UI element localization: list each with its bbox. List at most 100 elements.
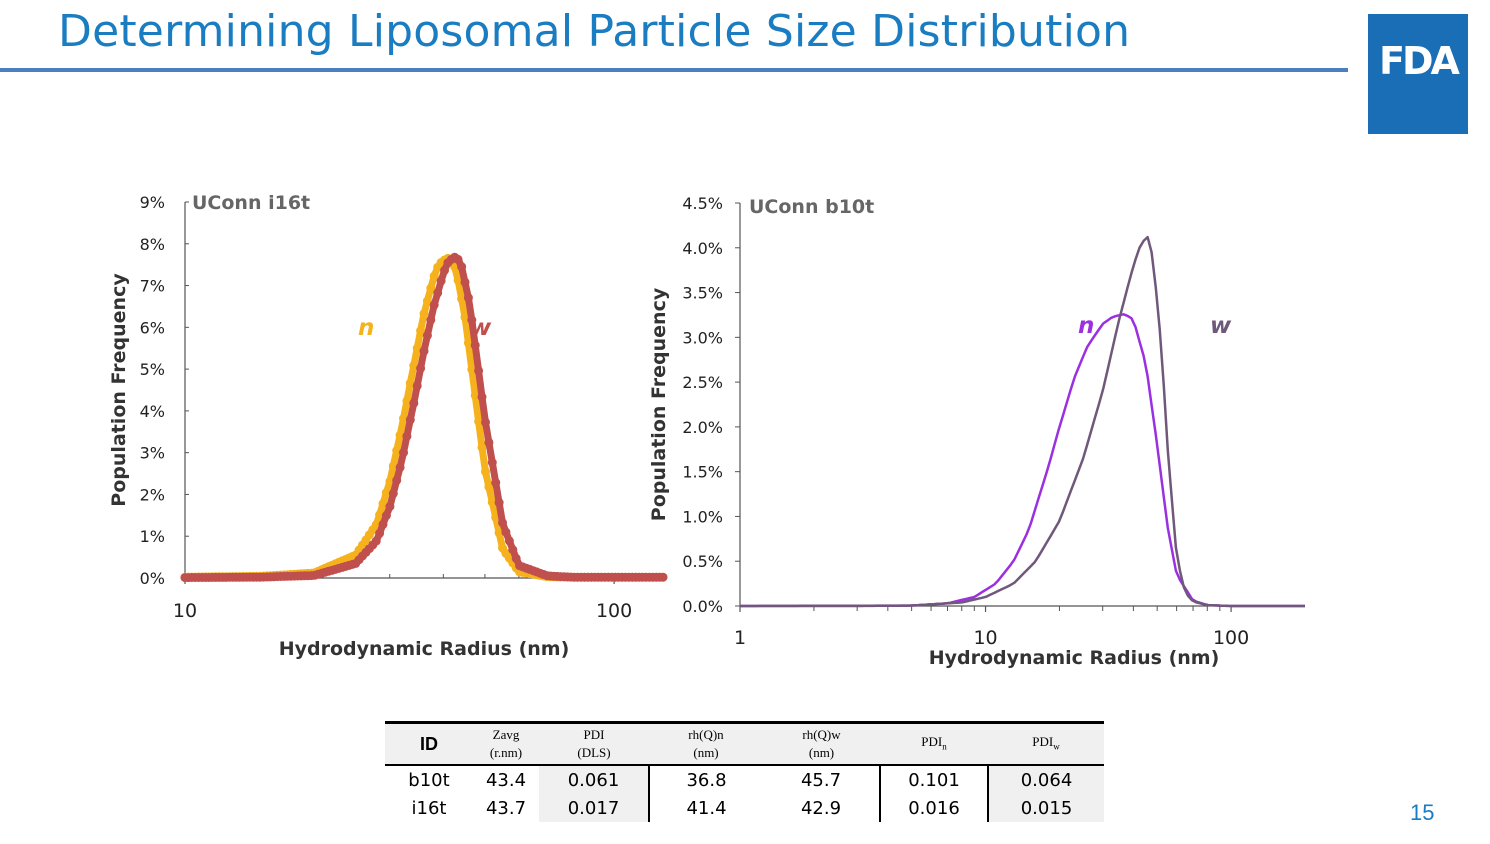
y-tick-label: 4.0% [682,239,723,258]
data-point-w [658,572,668,582]
data-point-n [494,528,504,538]
data-point-n [412,343,422,353]
y-tick-label: 3.0% [682,328,723,347]
y-tick-label: 1.5% [682,463,723,482]
series-w [180,252,668,583]
y-tick-label: 0.5% [682,552,723,571]
chart-i16t: 0% 1% 2% 3% 4% 5% 6% 7% 8% 9% 10 100 UConn i16t n w Hyd… [100,180,680,680]
data-point-w [392,475,402,485]
data-point-w [467,315,477,325]
header-pdi-dls: PDI (DLS) [539,722,649,766]
y-tick-label: 0.0% [682,597,723,616]
data-point-w [395,462,405,472]
y-axis-title: Population Frequency [648,287,670,521]
header-pdiw: PDIw [988,722,1104,766]
cell-rhn: 41.4 [686,797,727,819]
data-point-n [395,430,405,440]
data-point-n [426,283,436,293]
data-point-n [457,294,467,304]
series-label-n: n [1078,313,1094,339]
chart-b10t-svg: 0.0% 0.5% 1.0% 1.5% 2.0% 2.5% 3.0% 3.5% 4.0% 4.5%… [648,194,1305,669]
y-tick-label: 4% [140,402,165,421]
data-point-w [385,502,395,511]
data-point-n [409,361,419,371]
data-point-n [381,488,391,498]
cell-zavg: 43.4 [485,769,527,791]
data-point-w [474,366,484,376]
data-point-n [429,271,439,281]
y-tick-label: 7% [140,277,165,296]
data-point-w [484,437,494,447]
y-tick-label: 5% [140,360,165,379]
cell-pdin: 0.101 [880,765,989,794]
y-tick-label: 6% [140,318,165,337]
table-row: b10t 43.4 0.061 36.8 45.7 0.101 0.064 [385,765,1104,794]
data-point-w [422,331,432,340]
data-point-n [484,482,494,492]
data-point-w [409,398,419,408]
table-row: i16t 43.7 0.017 41.4 42.9 0.016 0.015 [385,794,1104,822]
chart-b10t: 0.0% 0.5% 1.0% 1.5% 2.0% 2.5% 3.0% 3.5% 4.0% 4.5%… [645,180,1325,680]
cell-pdi-dls: 0.017 [539,794,650,822]
cell-rhw: 42.9 [763,794,881,822]
y-tick-label: 2.0% [682,418,723,437]
data-point-n [388,461,398,471]
data-point-n [405,378,415,388]
data-point-w [504,536,514,546]
table-header-row: ID Zavg (r.nm) PDI (DLS) rh(Q)n (nm) rh(Q)w… [385,722,1104,766]
y-tick-label: 3.5% [682,284,723,303]
y-tick-label: 9% [140,193,165,212]
y-tick-label: 2% [140,485,165,504]
x-tick-label: 10 [973,627,997,649]
y-tick-label: 0% [140,569,165,588]
chart-title: UConn i16t [192,192,310,214]
series-line-n [181,254,667,581]
data-point-w [388,489,398,498]
slide-title: Determining Liposomal Particle Size Dist… [58,6,1131,57]
data-point-w [477,392,487,402]
header-rhw: rh(Q)w (nm) [763,722,880,766]
x-tick-label: 100 [596,600,632,622]
data-point-n [419,309,429,319]
y-tick-label: 2.5% [682,373,723,392]
data-point-w [481,417,490,427]
y-axis-title: Population Frequency [108,273,130,507]
title-underline [0,68,1348,72]
series-label-n: n [358,315,374,341]
series-w [740,235,1305,608]
data-point-n [460,312,470,322]
cell-rhw: 45.7 [763,765,881,794]
data-point-n [467,364,477,374]
data-point-w [429,300,439,310]
data-point-n [422,296,432,306]
series-line-w [740,235,1305,608]
header-zavg: Zavg (r.nm) [473,722,539,766]
fda-logo-text: FDA [1379,39,1460,83]
data-point-w [470,340,480,350]
y-tick-label: 8% [140,235,165,254]
series-line-n [740,313,1305,608]
data-point-w [402,431,412,441]
page-number: 15 [1410,800,1435,825]
x-tick-label: 10 [173,600,197,622]
data-point-w [457,262,467,272]
data-point-n [474,416,484,426]
data-point-w [436,276,446,286]
data-point-w [463,293,473,303]
results-table: ID Zavg (r.nm) PDI (DLS) rh(Q)n (nm) rh(Q)w… [385,721,1104,822]
data-point-w [405,415,415,425]
series-label-w: w [1210,313,1232,339]
x-axis-title: Hydrodynamic Radius (nm) [279,638,570,660]
data-point-w [511,553,521,563]
data-point-n [477,442,487,452]
x-axis-title: Hydrodynamic Radius (nm) [929,647,1220,669]
data-point-w [498,518,507,528]
data-point-w [416,363,426,373]
y-tick-label: 4.5% [682,194,723,213]
data-point-w [426,315,436,325]
cell-pdiw: 0.015 [988,794,1104,822]
series-label-w: w [470,315,492,341]
data-point-w [508,545,518,555]
chart-title: UConn b10t [749,196,874,218]
y-tick-label: 1% [140,527,165,546]
